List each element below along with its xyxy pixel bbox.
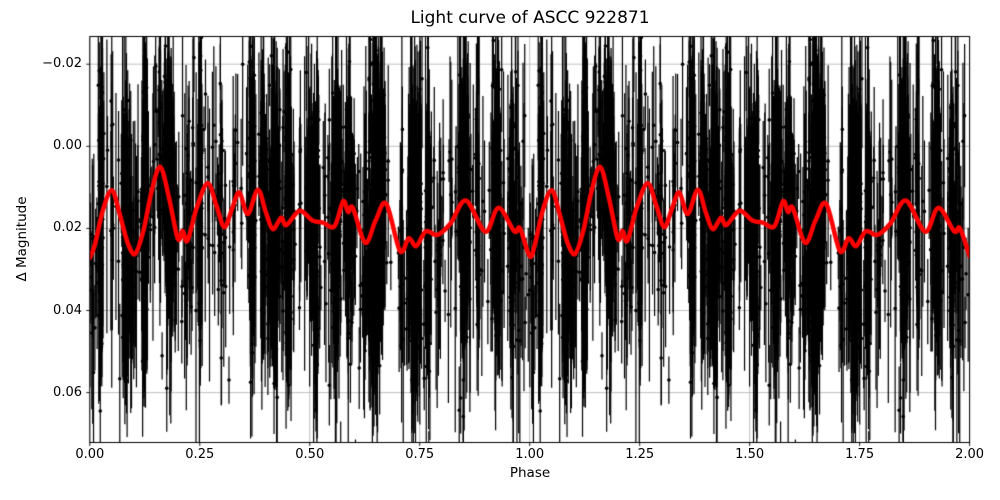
chart-title: Light curve of ASCC 922871 [410, 8, 650, 28]
x-tick-label: 0.25 [185, 447, 215, 462]
x-tick-label: 1.50 [735, 447, 765, 462]
x-tick-label: 2.00 [955, 447, 985, 462]
x-tick-label: 0.00 [75, 447, 105, 462]
x-axis-label: Phase [509, 465, 551, 481]
x-tick-label: 0.50 [295, 447, 325, 462]
y-tick-label: 0.06 [53, 384, 82, 400]
y-tick-label: −0.02 [42, 56, 82, 72]
y-axis-label: Δ Magnitude [14, 196, 30, 282]
y-tick-label: 0.04 [53, 302, 82, 318]
x-tick-label: 0.75 [405, 447, 435, 462]
y-tick-label: 0.02 [53, 220, 82, 236]
x-tick-label: 1.00 [515, 447, 545, 462]
y-tick-label: 0.00 [53, 138, 82, 154]
x-tick-label: 1.25 [625, 447, 655, 462]
x-tick-label: 1.75 [845, 447, 875, 462]
